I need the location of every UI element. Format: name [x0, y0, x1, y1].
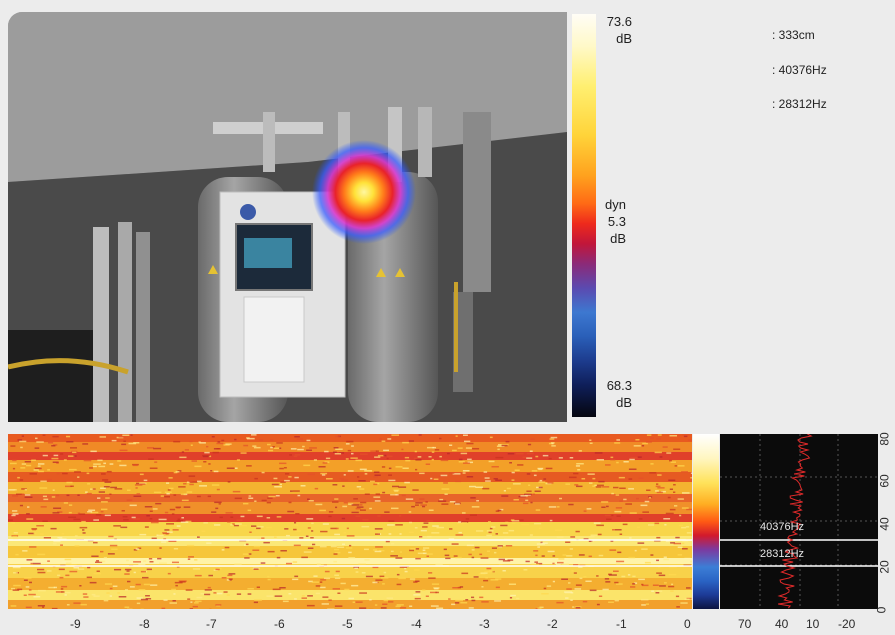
level-tick-label: 70 — [738, 617, 752, 631]
time-tick-label: -8 — [139, 617, 150, 631]
frequency-tick-label: 20 — [877, 560, 892, 574]
time-tick-label: 0 — [684, 617, 691, 631]
spectrogram-canvas — [8, 434, 692, 609]
frequency-profile[interactable]: 40376Hz 28312Hz — [720, 434, 878, 609]
spectrogram[interactable] — [8, 434, 692, 609]
scale-range-unit: dB — [610, 231, 626, 246]
time-tick-label: -4 — [411, 617, 422, 631]
frequency-tick-label: 60 — [877, 474, 892, 488]
time-tick-label: -7 — [206, 617, 217, 631]
scale-min: 68.3 dB — [596, 377, 632, 411]
scale-range: dyn 5.3 dB — [596, 196, 626, 247]
scale-max: 73.6 dB — [596, 13, 632, 47]
upper-frequency-readout: : 40376Hz — [772, 63, 827, 77]
time-tick-label: -6 — [274, 617, 285, 631]
spectrogram-color-scale — [693, 434, 719, 609]
camera-view[interactable] — [8, 12, 567, 422]
scale-min-value: 68.3 — [606, 378, 632, 393]
scale-mode-label: dyn — [605, 197, 626, 212]
frequency-profile-canvas — [720, 434, 878, 609]
level-tick-label: 40 — [775, 617, 789, 631]
time-tick-label: -5 — [342, 617, 353, 631]
profile-trace — [777, 434, 813, 609]
camera-scene — [8, 12, 567, 422]
scale-max-value: 73.6 — [606, 14, 632, 29]
acoustic-hotspot[interactable] — [312, 140, 416, 244]
scale-range-value: 5.3 — [607, 214, 626, 229]
frequency-tick-label: 0 — [874, 606, 889, 614]
time-tick-label: -2 — [547, 617, 558, 631]
level-tick-label: -20 — [838, 617, 856, 631]
frequency-tick-label: 40 — [877, 517, 892, 531]
lower-frequency-readout: : 28312Hz — [772, 97, 827, 111]
upper-marker-label: 40376Hz — [760, 521, 805, 533]
time-tick-label: -3 — [479, 617, 490, 631]
frequency-tick-label: 80 — [877, 432, 892, 446]
level-tick-label: 10 — [806, 617, 820, 631]
lower-marker-label: 28312Hz — [760, 548, 805, 560]
db-color-scale — [572, 14, 596, 417]
scale-min-unit: dB — [616, 395, 632, 410]
distance-readout: : 333cm — [772, 28, 815, 42]
time-tick-label: -9 — [70, 617, 81, 631]
time-tick-label: -1 — [616, 617, 627, 631]
scale-max-unit: dB — [616, 31, 632, 46]
